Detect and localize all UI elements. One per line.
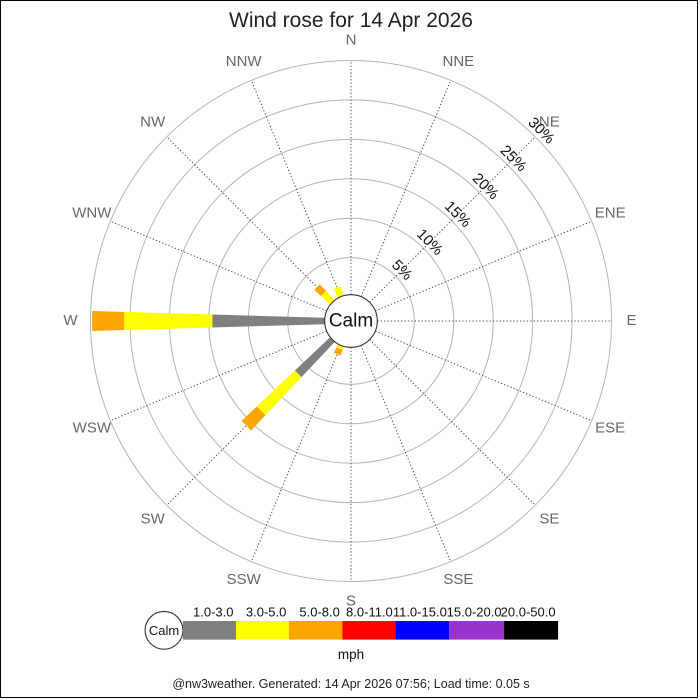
svg-text:3.0-5.0: 3.0-5.0 bbox=[246, 605, 286, 620]
svg-text:11.0-15.0: 11.0-15.0 bbox=[393, 605, 447, 620]
svg-text:WSW: WSW bbox=[73, 419, 112, 436]
svg-text:1.0-3.0: 1.0-3.0 bbox=[193, 605, 233, 620]
svg-text:SW: SW bbox=[141, 510, 166, 527]
svg-text:SSE: SSE bbox=[443, 571, 473, 588]
svg-text:WNW: WNW bbox=[72, 205, 112, 222]
svg-text:SE: SE bbox=[539, 510, 559, 527]
svg-text:ESE: ESE bbox=[595, 419, 625, 436]
svg-text:mph: mph bbox=[338, 647, 364, 662]
svg-text:8.0-11.0: 8.0-11.0 bbox=[346, 605, 393, 620]
svg-text:25%: 25% bbox=[497, 142, 530, 175]
svg-text:20.0-50.0: 20.0-50.0 bbox=[501, 605, 556, 620]
svg-text:N: N bbox=[346, 31, 357, 48]
svg-text:Calm: Calm bbox=[329, 311, 373, 332]
svg-text:15.0-20.0: 15.0-20.0 bbox=[447, 605, 502, 620]
svg-text:NNW: NNW bbox=[226, 53, 263, 70]
svg-text:Calm: Calm bbox=[149, 623, 179, 638]
svg-text:ENE: ENE bbox=[595, 205, 626, 222]
svg-text:W: W bbox=[63, 312, 78, 329]
svg-text:E: E bbox=[627, 312, 637, 329]
svg-text:NW: NW bbox=[140, 114, 166, 131]
svg-text:NNE: NNE bbox=[443, 53, 475, 70]
svg-text:5.0-8.0: 5.0-8.0 bbox=[299, 605, 339, 620]
svg-text:SSW: SSW bbox=[227, 571, 262, 588]
svg-text:15%: 15% bbox=[441, 198, 474, 231]
